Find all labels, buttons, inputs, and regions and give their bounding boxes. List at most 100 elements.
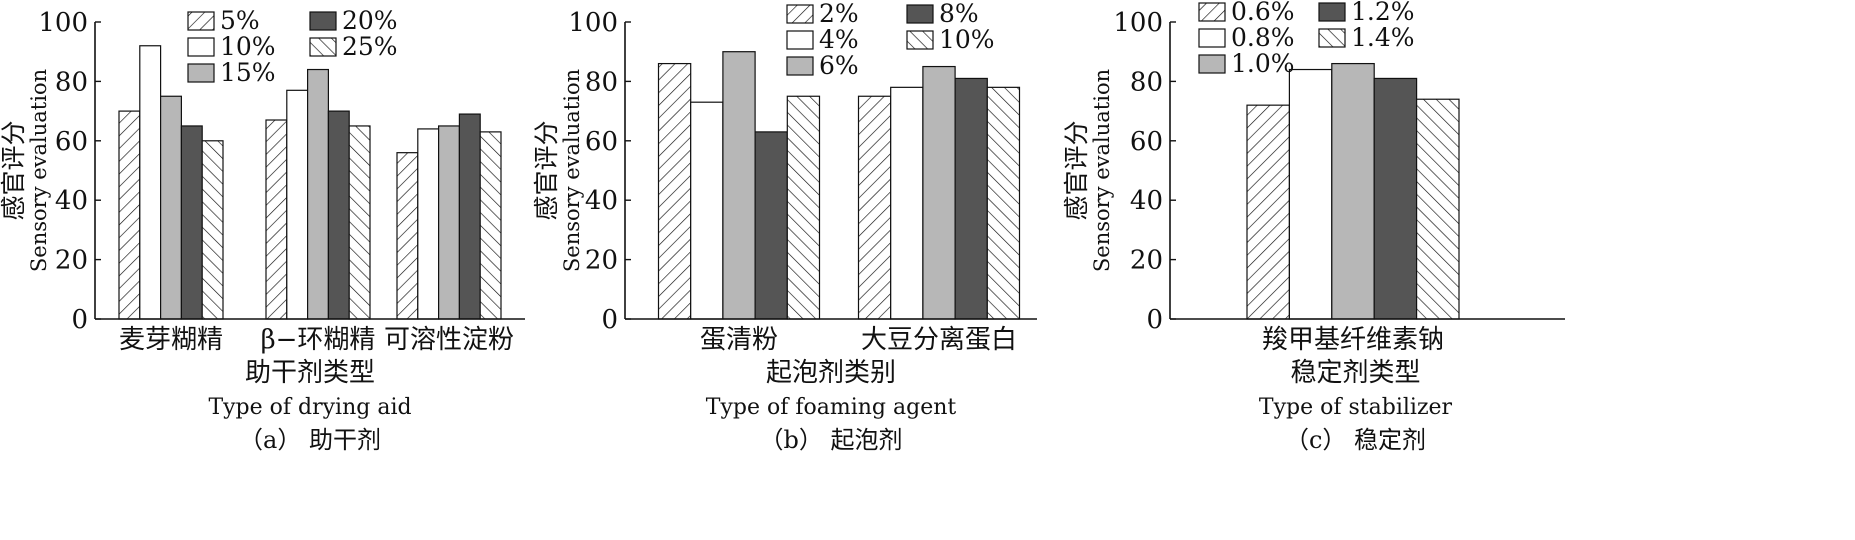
legend-label: 2% [819, 0, 859, 28]
bar-20%-β−环糊精 [327, 110, 350, 320]
bar-5%-β−环糊精 [265, 119, 288, 320]
y-axis-label-en: Sensory evaluation [27, 69, 51, 272]
y-axis-label-cn: 感官评分 [532, 120, 561, 220]
legend-swatch [1198, 54, 1226, 74]
bar-8%-大豆分离蛋白 [954, 77, 988, 320]
legend-label: 15% [220, 58, 276, 87]
y-tick-label: 20 [55, 246, 88, 276]
legend-label: 0.6% [1231, 0, 1295, 26]
chart-panel-3: 0 20 40 60 80 100 感官评分 Sensory evaluation 羧甲基纤维素… [1062, 0, 1565, 454]
legend-label: 1.4% [1351, 23, 1415, 52]
x-axis-title-cn: 助干剂类型 [245, 358, 375, 388]
bar-8%-蛋清粉 [754, 131, 788, 320]
bar-0.8%-羧甲基纤维素钠 [1288, 68, 1333, 320]
bar-1.4%-羧甲基纤维素钠 [1415, 98, 1460, 320]
y-tick-label: 100 [568, 8, 618, 38]
bar-15%-β−环糊精 [307, 68, 330, 320]
bar-25%-可溶性淀粉 [479, 131, 502, 320]
legend-swatch [1198, 2, 1226, 22]
y-tick-label: 40 [55, 186, 88, 216]
legend-label: 6% [819, 51, 859, 80]
bar-10%-蛋清粉 [786, 95, 821, 320]
bar-20%-麦芽糊精 [180, 125, 203, 320]
bar-10%-麦芽糊精 [139, 45, 162, 320]
legend-swatch [906, 4, 934, 24]
bar-0.6%-羧甲基纤维素钠 [1246, 104, 1291, 320]
legend-swatch [187, 37, 215, 57]
legend-label: 4% [819, 25, 859, 54]
x-axis-title-en: Type of foaming agent [706, 395, 957, 420]
bar-2%-蛋清粉 [657, 62, 692, 320]
legend-label: 10% [939, 25, 995, 54]
legend-label: 0.8% [1231, 23, 1295, 52]
x-tick-label: β−环糊精 [261, 325, 376, 355]
legend-swatch [187, 63, 215, 83]
legend-swatch [309, 37, 337, 57]
x-axis-title-cn: 起泡剂类别 [766, 358, 896, 388]
x-axis-title-cn: 稳定剂类型 [1290, 358, 1420, 388]
bar-15%-麦芽糊精 [160, 95, 183, 320]
legend-swatch [309, 11, 337, 31]
legend-label: 8% [939, 0, 979, 28]
legend-swatch [1318, 28, 1346, 48]
bar-1.0%-羧甲基纤维素钠 [1331, 62, 1375, 320]
bar-5%-麦芽糊精 [118, 110, 141, 320]
legend-swatch [1198, 28, 1226, 48]
panel-caption: （c） 稳定剂 [1285, 426, 1426, 454]
y-tick-label: 80 [585, 67, 618, 97]
y-tick-label: 80 [1130, 67, 1163, 97]
y-axis-label-en: Sensory evaluation [560, 69, 584, 272]
legend-label: 20% [342, 6, 398, 35]
legend-swatch [1318, 2, 1346, 22]
y-tick-label: 20 [585, 246, 618, 276]
y-tick-label: 40 [1130, 186, 1163, 216]
x-tick-label: 羧甲基纤维素钠 [1262, 325, 1444, 355]
legend-swatch [786, 4, 814, 24]
y-tick-label: 100 [38, 8, 88, 38]
panel-caption: （b） 起泡剂 [760, 426, 903, 454]
bar-10%-大豆分离蛋白 [986, 86, 1021, 320]
legend-label: 25% [342, 32, 398, 61]
y-axis-label-en: Sensory evaluation [1090, 69, 1114, 272]
bar-25%-麦芽糊精 [201, 140, 224, 320]
x-tick-label: 麦芽糊精 [119, 325, 223, 355]
panel-caption: （a） 助干剂 [239, 426, 381, 454]
y-tick-label: 60 [55, 127, 88, 157]
x-tick-label: 可溶性淀粉 [384, 325, 514, 355]
bar-6%-大豆分离蛋白 [922, 65, 956, 320]
bar-10%-可溶性淀粉 [417, 128, 440, 320]
x-tick-label: 蛋清粉 [700, 325, 778, 355]
legend-label: 1.0% [1231, 49, 1295, 78]
x-axis-title-en: Type of stabilizer [1259, 395, 1453, 420]
y-tick-label: 40 [585, 186, 618, 216]
bar-5%-可溶性淀粉 [396, 152, 419, 320]
bar-4%-蛋清粉 [690, 101, 724, 320]
bar-10%-β−环糊精 [286, 89, 309, 320]
y-axis-label-cn: 感官评分 [1062, 120, 1091, 220]
y-tick-label: 0 [601, 305, 618, 335]
legend-swatch [906, 30, 934, 50]
legend-swatch [786, 56, 814, 76]
legend-label: 5% [220, 6, 260, 35]
bar-15%-可溶性淀粉 [438, 125, 461, 320]
bar-25%-β−环糊精 [348, 125, 371, 320]
y-tick-label: 0 [71, 305, 88, 335]
y-tick-label: 60 [1130, 127, 1163, 157]
y-tick-label: 20 [1130, 246, 1163, 276]
bar-4%-大豆分离蛋白 [890, 86, 924, 320]
legend-swatch [786, 30, 814, 50]
bar-1.2%-羧甲基纤维素钠 [1373, 77, 1418, 320]
legend-swatch [187, 11, 215, 31]
y-tick-label: 0 [1146, 305, 1163, 335]
chart-panel-2: 0 20 40 60 80 100 感官评分 Sensory evaluation 蛋清粉 大豆分… [532, 0, 1037, 454]
legend-label: 10% [220, 32, 276, 61]
x-tick-label: 大豆分离蛋白 [861, 325, 1017, 355]
chart-panel-1: 0 20 40 60 80 100 感官评分 Sensory evaluation 麦芽糊精 β−… [0, 6, 525, 454]
y-tick-label: 80 [55, 67, 88, 97]
y-axis-label-cn: 感官评分 [0, 120, 28, 220]
legend-label: 1.2% [1351, 0, 1415, 26]
y-tick-label: 60 [585, 127, 618, 157]
x-axis-title-en: Type of drying aid [208, 395, 411, 420]
